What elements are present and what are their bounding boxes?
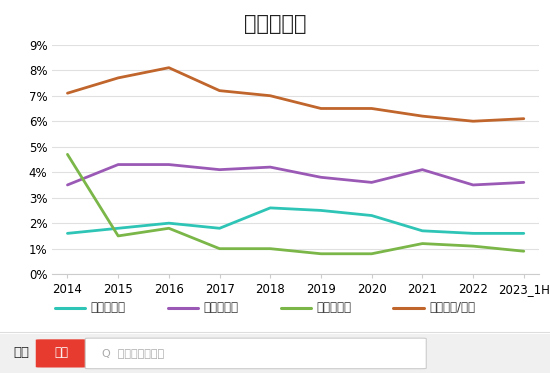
Text: 履约成本/营收: 履约成本/营收 <box>429 301 475 314</box>
Text: 市值: 市值 <box>14 346 30 359</box>
Text: 管理费用率: 管理费用率 <box>316 301 351 314</box>
Text: 销售费用率: 销售费用率 <box>204 301 239 314</box>
Text: 风云: 风云 <box>55 346 69 359</box>
FancyBboxPatch shape <box>85 338 426 369</box>
Text: Q  买股之前搜一搜: Q 买股之前搜一搜 <box>102 348 164 358</box>
FancyBboxPatch shape <box>36 339 88 367</box>
Text: 研发费用率: 研发费用率 <box>91 301 126 314</box>
Text: 京东费用率: 京东费用率 <box>244 14 306 34</box>
